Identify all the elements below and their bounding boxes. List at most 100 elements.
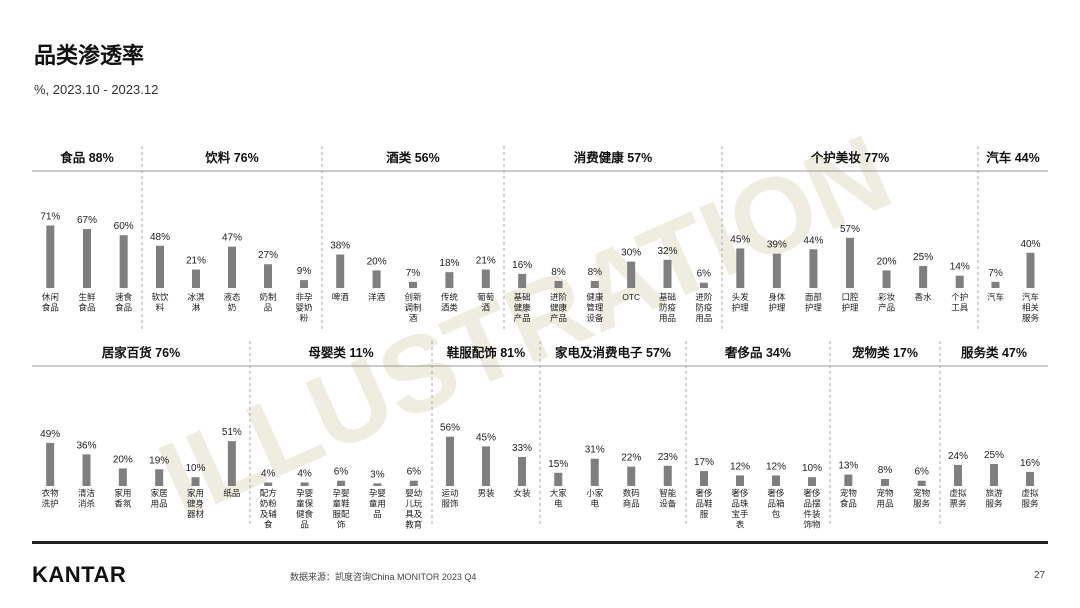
group-title: 消费健康 57% bbox=[574, 150, 653, 165]
data-label: 17% bbox=[694, 457, 714, 468]
category-label: 衣物洗护 bbox=[42, 488, 60, 509]
data-label: 22% bbox=[621, 453, 641, 464]
category-label: 个护工具 bbox=[951, 292, 969, 313]
category-label: 啤酒 bbox=[332, 292, 350, 302]
bar bbox=[118, 468, 127, 486]
bar bbox=[228, 246, 236, 288]
data-label: 30% bbox=[621, 248, 641, 259]
data-label: 21% bbox=[476, 256, 496, 267]
bar bbox=[772, 253, 781, 288]
bar bbox=[990, 464, 998, 486]
category-label: 家居用品 bbox=[151, 488, 168, 509]
data-label: 7% bbox=[406, 268, 421, 279]
data-label: 8% bbox=[588, 267, 603, 278]
data-label: 15% bbox=[548, 459, 568, 470]
category-label: 香水 bbox=[915, 292, 933, 302]
category-label: 奢侈品珠宝手表 bbox=[731, 488, 749, 530]
category-label: 冰淇淋 bbox=[187, 292, 205, 313]
category-label: 身体护理 bbox=[768, 292, 786, 313]
category-label: 汽车 bbox=[987, 292, 1004, 302]
bar bbox=[156, 245, 164, 288]
bar bbox=[336, 254, 345, 288]
category-label: 孕婴童鞋服配饰 bbox=[332, 488, 350, 530]
category-label: 小家电 bbox=[586, 488, 604, 509]
bar bbox=[882, 270, 891, 288]
bar bbox=[46, 442, 55, 486]
category-label: 奢侈品箱包 bbox=[767, 488, 785, 519]
group-title: 服务类 47% bbox=[961, 345, 1027, 360]
bar bbox=[264, 482, 273, 486]
data-label: 45% bbox=[730, 234, 750, 245]
bar bbox=[700, 471, 708, 486]
data-label: 38% bbox=[330, 241, 350, 252]
page-subtitle: %, 2023.10 - 2023.12 bbox=[34, 82, 159, 97]
data-label: 49% bbox=[40, 429, 60, 440]
category-label: 头发护理 bbox=[732, 292, 750, 313]
bar bbox=[155, 469, 164, 486]
category-label: 奢侈品鞋服 bbox=[695, 488, 713, 519]
bar bbox=[192, 269, 200, 288]
category-label: 进阶健康产品 bbox=[550, 292, 568, 323]
bar bbox=[699, 282, 708, 288]
category-label: 旅游服务 bbox=[985, 488, 1003, 509]
data-label: 25% bbox=[984, 450, 1004, 461]
data-label: 33% bbox=[512, 443, 532, 454]
category-label: 虚拟票务 bbox=[949, 488, 967, 509]
bar bbox=[663, 259, 672, 288]
group-title: 汽车 44% bbox=[986, 150, 1040, 165]
bar bbox=[481, 269, 490, 288]
category-label: 宠物用品 bbox=[876, 488, 894, 509]
category-label: OTC bbox=[622, 292, 640, 302]
group-title: 宠物类 17% bbox=[852, 345, 918, 360]
category-label: 基础防疫用品 bbox=[659, 292, 677, 323]
bar bbox=[736, 475, 744, 486]
category-label: 运动服饰 bbox=[441, 488, 459, 509]
group-title: 奢侈品 34% bbox=[724, 345, 791, 360]
bar bbox=[300, 482, 309, 486]
data-label: 27% bbox=[258, 250, 278, 261]
data-label: 36% bbox=[76, 440, 96, 451]
bar bbox=[627, 466, 636, 486]
bar bbox=[881, 478, 889, 486]
data-label: 21% bbox=[186, 256, 206, 267]
bar bbox=[373, 483, 382, 486]
category-label: 纸品 bbox=[223, 488, 240, 498]
data-label: 10% bbox=[802, 463, 822, 474]
data-label: 40% bbox=[1020, 239, 1040, 250]
category-label: 虚拟服务 bbox=[1021, 488, 1039, 509]
category-label: 女装 bbox=[513, 488, 531, 498]
data-label: 18% bbox=[439, 258, 459, 269]
bar bbox=[518, 456, 526, 486]
category-label: 家用健身器材 bbox=[187, 488, 205, 519]
data-label: 48% bbox=[150, 232, 170, 243]
page-number: 27 bbox=[1034, 570, 1046, 581]
data-label: 6% bbox=[914, 467, 929, 478]
group-title: 母婴类 11% bbox=[308, 345, 373, 360]
data-label: 12% bbox=[766, 461, 786, 472]
data-label: 7% bbox=[988, 268, 1003, 279]
category-label: 健康管理设备 bbox=[586, 292, 604, 323]
category-label: 配方奶粉及辅食 bbox=[260, 488, 278, 530]
data-label: 32% bbox=[657, 246, 677, 257]
data-label: 19% bbox=[149, 455, 169, 466]
bar bbox=[119, 235, 128, 288]
category-label: 休闲食品 bbox=[42, 292, 59, 313]
category-label: 传统酒类 bbox=[441, 292, 459, 313]
bar bbox=[554, 280, 563, 288]
data-label: 16% bbox=[512, 260, 532, 271]
category-label: 软饮料 bbox=[151, 292, 169, 313]
data-label: 20% bbox=[877, 256, 897, 267]
category-label: 数码商品 bbox=[623, 488, 640, 509]
category-label: 彩妆产品 bbox=[878, 292, 896, 313]
data-label: 8% bbox=[878, 465, 893, 476]
group-title: 酒类 56% bbox=[386, 150, 440, 165]
bar bbox=[663, 465, 672, 486]
data-label: 44% bbox=[803, 235, 823, 246]
data-label: 20% bbox=[367, 256, 387, 267]
data-label: 20% bbox=[113, 454, 133, 465]
group-title: 居家百货 76% bbox=[102, 345, 181, 360]
data-label: 56% bbox=[440, 423, 460, 434]
category-label: 奶制品 bbox=[259, 292, 276, 313]
data-label: 31% bbox=[585, 445, 605, 456]
